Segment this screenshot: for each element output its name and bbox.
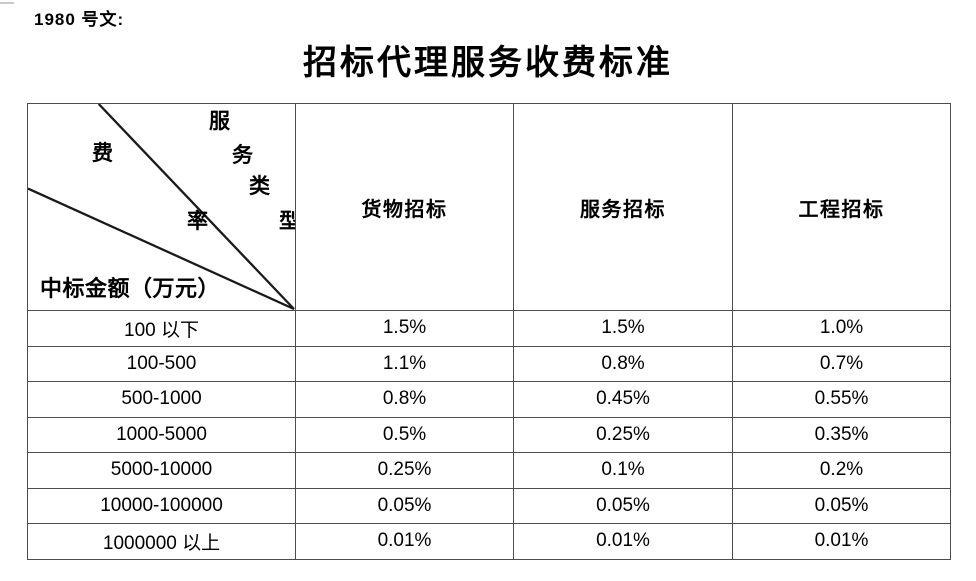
fee-value: 0.01% — [295, 523, 514, 560]
corner-label-fee: 费 — [92, 141, 113, 165]
fee-value: 0.05% — [295, 487, 514, 524]
fee-value: 0.25% — [295, 452, 514, 489]
fee-value: 1.0% — [732, 310, 951, 347]
fee-table: 费 率 服 务 类 型 中标金额（万元） 货物招标 服务招标 工程招标 100 … — [27, 103, 951, 560]
fee-value: 0.05% — [513, 487, 733, 524]
corner-label-amount: 中标金额（万元） — [40, 276, 221, 301]
table-row: 500-1000 0.8% 0.45% 0.55% — [27, 381, 951, 418]
fee-value: 0.01% — [513, 523, 733, 560]
fee-value: 0.35% — [732, 416, 951, 453]
column-header-service-bidding: 服务招标 — [513, 103, 733, 311]
diagonal-header-cell: 费 率 服 务 类 型 中标金额（万元） — [27, 103, 296, 311]
row-label-amount-range: 1000000 以上 — [27, 523, 296, 560]
fee-value: 0.1% — [513, 452, 733, 489]
column-header-goods-bidding: 货物招标 — [295, 103, 514, 311]
row-label-amount-range: 500-1000 — [27, 381, 296, 418]
fee-value: 0.25% — [513, 416, 733, 453]
corner-label-service-type-char: 类 — [249, 174, 270, 198]
table-row: 100-500 1.1% 0.8% 0.7% — [27, 345, 951, 382]
corner-label-service-type-char: 服 — [209, 109, 230, 133]
row-label-amount-range: 5000-10000 — [27, 452, 296, 489]
fee-value: 0.8% — [513, 345, 733, 382]
fee-table-body: 100 以下 1.5% 1.5% 1.0% 100-500 1.1% 0.8% … — [27, 310, 951, 560]
fee-value: 0.45% — [513, 381, 733, 418]
fee-value: 0.55% — [732, 381, 951, 418]
corner-label-rate: 率 — [187, 209, 208, 233]
fee-value: 0.2% — [732, 452, 951, 489]
row-label-amount-range: 100 以下 — [27, 310, 296, 347]
table-row: 5000-10000 0.25% 0.1% 0.2% — [27, 452, 951, 489]
fee-value: 0.01% — [732, 523, 951, 560]
table-row: 1000-5000 0.5% 0.25% 0.35% — [27, 416, 951, 453]
table-row: 10000-100000 0.05% 0.05% 0.05% — [27, 487, 951, 524]
table-row: 100 以下 1.5% 1.5% 1.0% — [27, 310, 951, 347]
fee-value: 0.8% — [295, 381, 514, 418]
fee-value: 1.5% — [513, 310, 733, 347]
diagonal-divider-lines — [28, 104, 295, 310]
table-row: 1000000 以上 0.01% 0.01% 0.01% — [27, 523, 951, 560]
header-row: 费 率 服 务 类 型 中标金额（万元） 货物招标 服务招标 工程招标 — [27, 103, 951, 311]
row-label-amount-range: 100-500 — [27, 345, 296, 382]
fee-value: 1.1% — [295, 345, 514, 382]
page-title: 招标代理服务收费标准 — [303, 45, 673, 82]
corner-label-service-type-char: 型 — [279, 211, 295, 232]
document-ref-label: 1980 号文: — [34, 10, 125, 29]
corner-label-service-type-char: 务 — [232, 143, 253, 167]
row-label-amount-range: 10000-100000 — [27, 487, 296, 524]
fee-value: 0.7% — [732, 345, 951, 382]
page-edge-artifact — [0, 2, 14, 4]
fee-value: 0.05% — [732, 487, 951, 524]
column-header-engineering-bidding: 工程招标 — [732, 103, 951, 311]
fee-value: 1.5% — [295, 310, 514, 347]
row-label-amount-range: 1000-5000 — [27, 416, 296, 453]
fee-value: 0.5% — [295, 416, 514, 453]
